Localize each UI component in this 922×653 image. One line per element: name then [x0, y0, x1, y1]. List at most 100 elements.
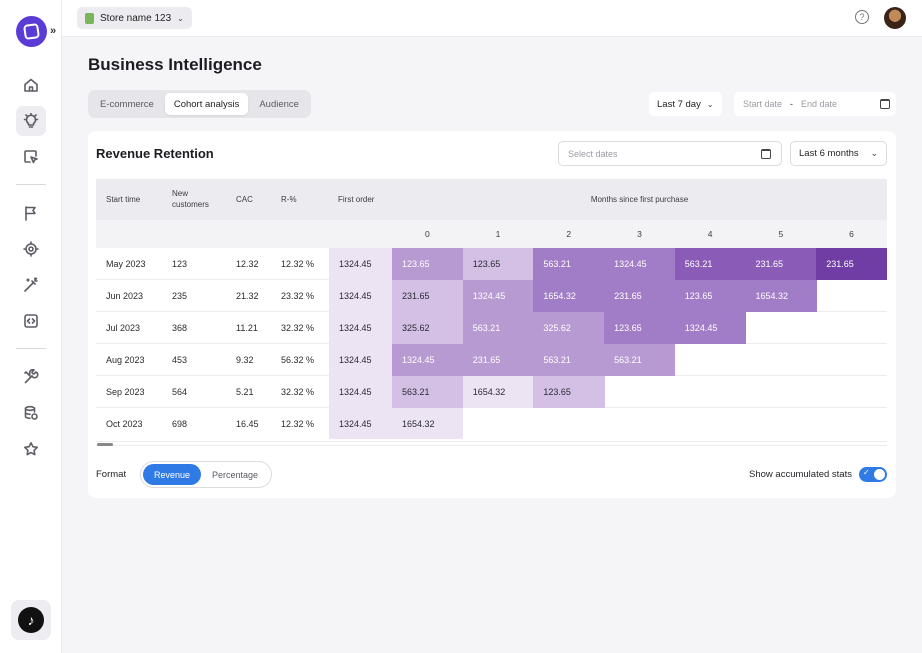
tiktok-icon: ♪	[18, 607, 44, 633]
month-index-row	[96, 220, 887, 248]
select-dates-input[interactable]: Select dates	[558, 141, 782, 166]
heatmap-cell: 563.21	[533, 344, 605, 376]
flag-icon[interactable]	[16, 198, 46, 228]
target-icon[interactable]	[16, 234, 46, 264]
header-new-customers: New customers	[172, 189, 209, 209]
chevron-down-icon: ⌄	[177, 13, 184, 23]
heatmap-cell: 231.65	[816, 248, 887, 280]
revenue-retention-card: Revenue Retention Select dates Last 6 mo…	[88, 131, 896, 498]
format-toggle: Revenue Percentage	[140, 461, 273, 488]
cell-first-order: 1324.45	[329, 280, 392, 312]
month-index-label: 3	[637, 229, 642, 239]
cell-cac: 12.32	[236, 259, 259, 269]
heatmap-cell: 1654.32	[392, 408, 464, 439]
app-logo-icon[interactable]	[16, 16, 47, 47]
heatmap-cell: 231.65	[462, 344, 534, 376]
heatmap-cell: 563.21	[533, 248, 605, 280]
lightbulb-icon[interactable]	[16, 106, 46, 136]
cell-first-order: 1324.45	[329, 408, 392, 439]
months-label: Last 6 months	[799, 148, 859, 159]
avatar[interactable]	[884, 7, 906, 29]
cell-new-customers: 123	[172, 259, 188, 269]
format-label: Format	[96, 469, 127, 480]
shopify-icon	[85, 12, 94, 24]
sidebar-divider	[16, 348, 46, 349]
table-row[interactable]: May 2023 123 12.32 12.32 % 1324.45 123.65 123.…	[96, 248, 887, 280]
heatmap-cell: 1324.45	[604, 248, 676, 280]
calendar-icon[interactable]	[880, 99, 890, 109]
cell-first-order: 1324.45	[329, 248, 392, 280]
heatmap-cell: 123.65	[392, 248, 464, 280]
cell-start-time: Aug 2023	[106, 355, 145, 365]
heatmap-cell: 231.65	[604, 280, 676, 312]
cell-new-customers: 453	[172, 355, 188, 365]
cell-cac: 16.45	[236, 419, 259, 429]
month-index-label: 5	[778, 229, 784, 239]
tab-cohort-analysis[interactable]: Cohort analysis	[164, 93, 249, 115]
cell-r-pct: 12.32 %	[281, 419, 315, 429]
header-start-time: Start time	[106, 195, 141, 204]
home-icon[interactable]	[16, 70, 46, 100]
cell-r-pct: 32.32 %	[281, 387, 315, 397]
cell-new-customers: 564	[172, 387, 188, 397]
sidebar: » ♪	[0, 0, 62, 653]
calendar-icon[interactable]	[761, 148, 771, 159]
expand-sidebar-icon[interactable]: »	[50, 25, 57, 37]
table-row[interactable]: Oct 2023 698 16.45 12.32 % 1324.45 1654.32	[96, 408, 887, 439]
table-row[interactable]: Sep 2023 564 5.21 32.32 % 1324.45 563.21 1654.…	[96, 376, 887, 408]
tab-ecommerce[interactable]: E-commerce	[100, 98, 154, 110]
cell-first-order: 1324.45	[329, 376, 392, 408]
month-index-label: 0	[424, 229, 430, 239]
heatmap-cell: 563.21	[604, 344, 676, 376]
chevron-down-icon: ⌄	[706, 99, 714, 109]
format-revenue-button[interactable]: Revenue	[143, 464, 202, 485]
store-name: Store name 123	[100, 12, 172, 24]
accumulated-stats-toggle[interactable]: ✓	[859, 467, 887, 482]
help-icon[interactable]: ?	[855, 10, 869, 24]
heatmap-cell: 123.65	[674, 280, 746, 312]
header-months-since: Months since first purchase	[590, 195, 689, 204]
months-dropdown[interactable]: Last 6 months ⌄	[790, 141, 887, 166]
table-row[interactable]: Jul 2023 368 11.21 32.32 % 1324.45 325.62 563.…	[96, 312, 887, 344]
horizontal-scrollbar[interactable]	[96, 441, 887, 446]
range-dropdown[interactable]: Last 7 day ⌄	[649, 92, 722, 116]
store-selector[interactable]: Store name 123 ⌄	[77, 7, 192, 29]
end-date-field[interactable]: End date	[801, 99, 838, 109]
table-row[interactable]: Aug 2023 453 9.32 56.32 % 1324.45 1324.45 231.…	[96, 344, 887, 376]
cell-cac: 5.21	[236, 387, 254, 397]
table-row[interactable]: Jun 2023 235 21.32 23.32 % 1324.45 231.65 1324…	[96, 280, 887, 312]
cell-start-time: Jul 2023	[106, 323, 141, 333]
cell-cac: 21.32	[236, 291, 259, 301]
heatmap-cell: 325.62	[533, 312, 605, 344]
header-r-pct: R-%	[281, 195, 297, 204]
header-first-order: First order	[338, 195, 375, 204]
cell-start-time: May 2023	[106, 259, 146, 269]
cell-first-order: 1324.45	[329, 344, 392, 376]
tools-icon[interactable]	[16, 362, 46, 392]
cohort-table: Start time New customers CAC R-% First o…	[96, 179, 887, 439]
toggle-knob	[874, 469, 885, 480]
heatmap-cell: 1324.45	[392, 344, 464, 376]
cell-start-time: Sep 2023	[106, 387, 145, 397]
star-icon[interactable]	[16, 434, 46, 464]
tiktok-connector[interactable]: ♪	[11, 600, 51, 640]
cursor-click-icon[interactable]	[16, 142, 46, 172]
heatmap-cell: 563.21	[674, 248, 746, 280]
heatmap-cell: 123.65	[533, 376, 605, 408]
cell-new-customers: 698	[172, 419, 188, 429]
format-percentage-button[interactable]: Percentage	[212, 469, 259, 480]
scrollbar-thumb[interactable]	[97, 443, 113, 446]
heatmap-cell: 123.65	[604, 312, 676, 344]
code-icon[interactable]	[16, 306, 46, 336]
sidebar-divider	[16, 184, 46, 185]
date-range-picker[interactable]: Start date - End date	[734, 92, 896, 116]
database-icon[interactable]	[16, 398, 46, 428]
heatmap-cell: 563.21	[462, 312, 534, 344]
heatmap-cell: 1654.32	[462, 376, 534, 408]
cell-start-time: Jun 2023	[106, 291, 144, 301]
check-icon: ✓	[863, 468, 870, 477]
month-index-label: 4	[707, 229, 713, 239]
start-date-field[interactable]: Start date	[743, 99, 783, 109]
magic-wand-icon[interactable]	[16, 270, 46, 300]
tab-audience[interactable]: Audience	[259, 98, 299, 110]
